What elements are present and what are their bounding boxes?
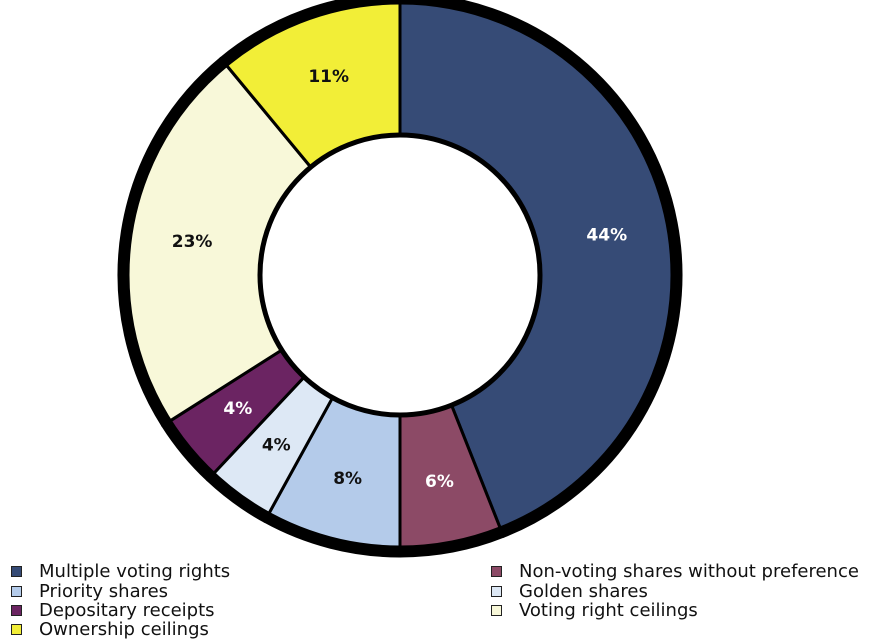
data-label-non-voting-shares-without-preference-1: 6% xyxy=(425,472,454,492)
legend-swatch-depositary-receipts xyxy=(11,605,22,616)
legend-item-depositary-receipts: Depositary receipts xyxy=(11,601,215,620)
data-label-ownership-ceilings-6: 11% xyxy=(308,67,349,87)
legend-label-voting-right-ceilings: Voting right ceilings xyxy=(519,600,698,621)
legend-swatch-voting-right-ceilings xyxy=(491,605,502,616)
legend-swatch-multiple-voting-rights xyxy=(11,566,22,577)
data-labels: 44% 6% 8% 4% 4% 23% 11% xyxy=(172,67,627,492)
data-label-golden-shares-3: 4% xyxy=(262,435,291,455)
legend-label-non-voting-shares-without-preference: Non-voting shares without preference xyxy=(519,561,859,582)
legend-label-ownership-ceilings: Ownership ceilings xyxy=(39,619,209,640)
data-label-multiple-voting-rights-0: 44% xyxy=(586,226,627,246)
legend-item-ownership-ceilings: Ownership ceilings xyxy=(11,620,209,639)
legend-label-depositary-receipts: Depositary receipts xyxy=(39,600,215,621)
donut-hole xyxy=(257,132,543,418)
legend-label-multiple-voting-rights: Multiple voting rights xyxy=(39,561,231,582)
legend-item-voting-right-ceilings: Voting right ceilings xyxy=(491,601,698,620)
legend-item-priority-shares: Priority shares xyxy=(11,582,168,601)
legend-swatch-priority-shares xyxy=(11,586,22,597)
donut-outer-ring xyxy=(118,0,682,557)
legend-swatch-golden-shares xyxy=(491,586,502,597)
legend-swatch-non-voting-shares-without-preference xyxy=(491,566,502,577)
legend-item-multiple-voting-rights: Multiple voting rights xyxy=(11,562,230,581)
legend-label-golden-shares: Golden shares xyxy=(519,581,648,602)
data-label-depositary-receipts-4: 4% xyxy=(223,399,252,419)
legend-item-non-voting-shares-without-preference: Non-voting shares without preference xyxy=(491,562,859,581)
legend-swatch-ownership-ceilings xyxy=(11,624,22,635)
data-label-priority-shares-2: 8% xyxy=(333,469,362,489)
donut-chart: 44% 6% 8% 4% 4% 23% 11% xyxy=(117,0,683,558)
legend-label-priority-shares: Priority shares xyxy=(39,581,169,602)
legend-item-golden-shares: Golden shares xyxy=(491,582,648,601)
data-label-voting-right-ceilings-5: 23% xyxy=(172,232,213,252)
donut-slices xyxy=(117,0,683,558)
